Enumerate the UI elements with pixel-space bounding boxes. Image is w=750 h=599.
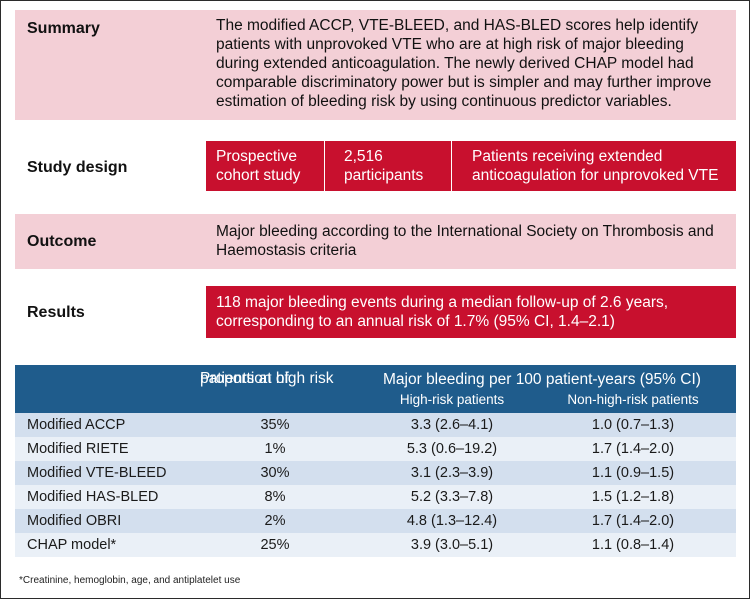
row-non-high-risk: 1.7 (1.4–2.0) — [591, 513, 675, 529]
row-model: Modified OBRI — [27, 513, 122, 529]
results-line: 118 major bleeding events during a media… — [216, 294, 669, 311]
summary-line: The modified ACCP, VTE-BLEED, and HAS-BL… — [216, 17, 699, 34]
outcome-line: Major bleeding according to the Internat… — [216, 223, 714, 240]
table-row: Modified VTE-BLEED 30% 3.1 (2.3–3.9) 1.1… — [15, 461, 736, 485]
row-high-risk: 5.2 (3.3–7.8) — [410, 489, 494, 505]
study-design-divider — [324, 141, 325, 191]
row-proportion: 25% — [260, 537, 290, 553]
row-non-high-risk: 1.5 (1.2–1.8) — [591, 489, 675, 505]
row-proportion: 8% — [264, 489, 286, 505]
outcome-box — [15, 214, 736, 269]
bleeding-risk-table: Proportion of patients at high risk Majo… — [15, 365, 736, 557]
table-row: Modified ACCP 35% 3.3 (2.6–4.1) 1.0 (0.7… — [15, 413, 736, 437]
study-design-divider — [451, 141, 452, 191]
study-design-cell-type: Prospective cohort study — [216, 148, 301, 184]
summary-line: comparable discriminatory power but is s… — [216, 74, 712, 91]
study-design-label: Study design — [27, 159, 128, 176]
summary-line: patients with unprovoked VTE who are at … — [216, 36, 684, 53]
results-line: corresponding to an annual risk of 1.7% … — [216, 313, 615, 330]
summary-line: estimation of bleeding risk by using con… — [216, 93, 672, 110]
row-model: Modified RIETE — [27, 441, 129, 457]
study-design-cell-participants: 2,516 participants — [344, 148, 424, 184]
row-high-risk: 3.9 (3.0–5.1) — [410, 537, 494, 553]
row-model: Modified HAS-BLED — [27, 489, 159, 505]
row-proportion: 30% — [260, 465, 290, 481]
row-high-risk: 3.1 (2.3–3.9) — [410, 465, 494, 481]
results-text: 118 major bleeding events during a media… — [216, 293, 668, 331]
study-design-box: Prospective cohort study 2,516 participa… — [206, 141, 736, 191]
row-high-risk: 3.3 (2.6–4.1) — [410, 417, 494, 433]
row-non-high-risk: 1.7 (1.4–2.0) — [591, 441, 675, 457]
summary-label: Summary — [27, 20, 100, 37]
row-proportion: 1% — [264, 441, 286, 457]
summary-box — [15, 10, 736, 120]
outcome-label: Outcome — [27, 233, 97, 250]
row-model: Modified ACCP — [27, 417, 126, 433]
summary-text: The modified ACCP, VTE-BLEED, and HAS-BL… — [216, 16, 711, 111]
row-model: CHAP model* — [27, 537, 117, 553]
table-header: Proportion of patients at high risk Majo… — [15, 365, 736, 413]
header-non-high-risk: Non-high-risk patients — [567, 392, 699, 407]
table-row: Modified RIETE 1% 5.3 (0.6–19.2) 1.7 (1.… — [15, 437, 736, 461]
row-non-high-risk: 1.0 (0.7–1.3) — [591, 417, 675, 433]
table-row: Modified OBRI 2% 4.8 (1.3–12.4) 1.7 (1.4… — [15, 509, 736, 533]
row-non-high-risk: 1.1 (0.8–1.4) — [591, 537, 675, 553]
table-row: CHAP model* 25% 3.9 (3.0–5.1) 1.1 (0.8–1… — [15, 533, 736, 557]
outcome-text: Major bleeding according to the Internat… — [216, 222, 714, 260]
row-proportion: 2% — [264, 513, 286, 529]
summary-line: during extended anticoagulation. The new… — [216, 55, 694, 72]
row-model: Modified VTE-BLEED — [27, 465, 167, 481]
row-proportion: 35% — [260, 417, 290, 433]
results-label: Results — [27, 304, 85, 321]
outcome-line: Haemostasis criteria — [216, 242, 357, 259]
row-high-risk: 5.3 (0.6–19.2) — [406, 441, 498, 457]
results-box: 118 major bleeding events during a media… — [206, 286, 736, 338]
row-non-high-risk: 1.1 (0.9–1.5) — [591, 465, 675, 481]
header-bleeding-title: Major bleeding per 100 patient-years (95… — [383, 371, 701, 388]
row-high-risk: 4.8 (1.3–12.4) — [406, 513, 498, 529]
header-high-risk: High-risk patients — [399, 392, 505, 407]
table-footnote: *Creatinine, hemoglobin, age, and antipl… — [19, 575, 241, 586]
table-row: Modified HAS-BLED 8% 5.2 (3.3–7.8) 1.5 (… — [15, 485, 736, 509]
study-design-cell-population: Patients receiving extended anticoagulat… — [472, 148, 719, 184]
